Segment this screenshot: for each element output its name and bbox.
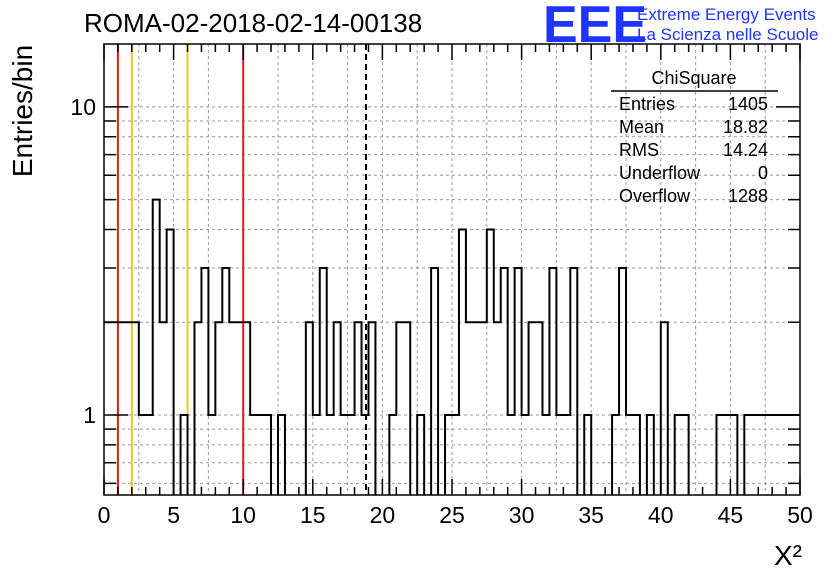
stats-value: 0 [758,163,768,183]
y-axis-title: Entries/bin [7,45,38,177]
y-tick-label: 1 [83,402,96,428]
chart-title: ROMA-02-2018-02-14-00138 [84,8,422,38]
logo-letters: EEE [543,0,647,54]
x-tick-label: 50 [787,502,813,528]
x-tick-label: 20 [370,502,396,528]
stats-value: 1405 [728,94,768,114]
x-tick-label: 35 [578,502,604,528]
stats-title: ChiSquare [651,68,736,88]
histogram-bins [104,198,800,495]
x-tick-label: 40 [648,502,674,528]
logo-line1: Extreme Energy Events [637,5,816,24]
x-tick-label: 0 [98,502,111,528]
stats-value: 14.24 [723,140,768,160]
stats-label: Mean [619,117,664,137]
stats-label: Underflow [619,163,701,183]
histogram-outline [104,198,800,495]
stats-value: 1288 [728,186,768,206]
y-tick-label: 10 [70,94,96,120]
reference-lines [116,44,367,495]
stats-label: RMS [619,140,659,160]
eee-logo: EEE Extreme Energy Events La Scienza nel… [543,0,818,54]
x-tick-label: 30 [509,502,535,528]
stats-label: Overflow [619,186,691,206]
logo-line2: La Scienza nelle Scuole [637,25,818,44]
axis-ticks: 0 5 10 15 20 25 30 35 40 45 50 1 10 [70,44,813,528]
x-tick-label: 15 [300,502,326,528]
x-tick-label: 10 [230,502,256,528]
x-axis-title: X² [774,540,802,571]
x-tick-label: 5 [167,502,180,528]
stats-value: 18.82 [723,117,768,137]
stats-box: ChiSquare Entries 1405 Mean 18.82 RMS 14.24 Un… [611,68,778,206]
x-tick-label: 25 [439,502,465,528]
x-tick-label: 45 [718,502,744,528]
stats-label: Entries [619,94,675,114]
